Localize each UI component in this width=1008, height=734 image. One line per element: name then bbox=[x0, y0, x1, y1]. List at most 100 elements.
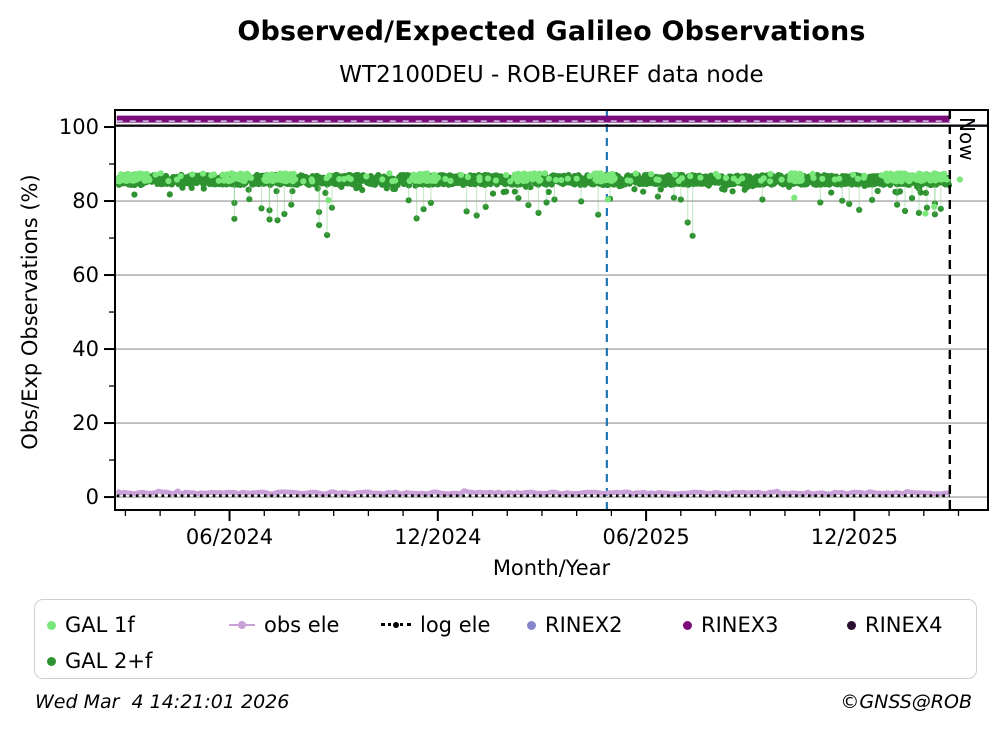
x-tick-label: 06/2024 bbox=[186, 525, 273, 549]
legend-item-log-ele: log ele bbox=[381, 612, 490, 638]
now-label: Now bbox=[955, 117, 979, 161]
data-point bbox=[878, 172, 885, 179]
data-point bbox=[828, 189, 835, 196]
data-point bbox=[529, 172, 536, 180]
data-point bbox=[463, 208, 470, 215]
data-point bbox=[931, 211, 939, 218]
data-point bbox=[920, 172, 927, 179]
data-point bbox=[888, 176, 895, 183]
data-point bbox=[231, 215, 238, 222]
data-point bbox=[336, 176, 343, 183]
data-point bbox=[901, 207, 909, 215]
data-point bbox=[189, 171, 196, 178]
data-point bbox=[246, 196, 253, 203]
data-point bbox=[210, 171, 217, 178]
y-tick-label: 40 bbox=[72, 337, 99, 361]
data-point bbox=[489, 190, 497, 197]
chart-subtitle: WT2100DEU - ROB-EUREF data node bbox=[339, 62, 764, 88]
data-point bbox=[535, 209, 542, 216]
data-point bbox=[525, 202, 532, 209]
data-point bbox=[447, 177, 454, 184]
data-point bbox=[631, 186, 638, 193]
data-point bbox=[537, 176, 544, 183]
data-point bbox=[898, 178, 905, 185]
data-point bbox=[523, 176, 530, 183]
gal-1f-points bbox=[115, 170, 964, 217]
data-point bbox=[442, 175, 449, 182]
data-point bbox=[264, 177, 271, 184]
data-point bbox=[600, 172, 607, 179]
data-point bbox=[200, 185, 207, 192]
data-point bbox=[289, 188, 296, 195]
data-point bbox=[541, 170, 549, 177]
data-point bbox=[787, 170, 794, 178]
data-point bbox=[941, 170, 948, 178]
data-point bbox=[166, 191, 173, 198]
data-point bbox=[507, 178, 514, 185]
data-point bbox=[905, 172, 912, 179]
data-point bbox=[247, 174, 255, 182]
data-point bbox=[931, 203, 938, 210]
data-point bbox=[564, 175, 571, 182]
data-point bbox=[422, 173, 429, 180]
data-point bbox=[473, 212, 480, 219]
data-point bbox=[917, 189, 924, 196]
data-point bbox=[405, 197, 412, 204]
x-tick-label: 12/2024 bbox=[394, 525, 481, 549]
data-point bbox=[648, 171, 655, 178]
data-point bbox=[300, 178, 307, 185]
data-point bbox=[809, 170, 816, 177]
chart-title: Observed/Expected Galileo Observations bbox=[237, 16, 866, 47]
data-point bbox=[684, 219, 691, 226]
data-point bbox=[729, 188, 736, 195]
data-point bbox=[558, 177, 565, 184]
legend-label-gal-1f: GAL 1f bbox=[65, 613, 135, 637]
data-point bbox=[854, 175, 862, 182]
data-point bbox=[817, 199, 824, 206]
data-point bbox=[836, 175, 843, 182]
data-point bbox=[632, 170, 639, 177]
data-point bbox=[527, 184, 534, 191]
data-point bbox=[347, 176, 354, 183]
data-point bbox=[326, 172, 333, 179]
data-point bbox=[894, 201, 901, 208]
data-point bbox=[819, 175, 826, 182]
data-point bbox=[922, 210, 929, 217]
data-point bbox=[604, 196, 612, 203]
data-point bbox=[314, 185, 321, 192]
data-point bbox=[274, 217, 281, 224]
data-point bbox=[288, 201, 295, 208]
data-point bbox=[141, 171, 148, 178]
data-point bbox=[573, 175, 580, 182]
legend-label-obs-ele: obs ele bbox=[264, 613, 340, 637]
gal-2f-marker-icon bbox=[47, 656, 56, 666]
data-point bbox=[215, 177, 222, 184]
data-point bbox=[482, 203, 489, 210]
y-tick-label: 0 bbox=[86, 485, 99, 509]
data-point bbox=[152, 171, 159, 178]
data-point bbox=[923, 204, 931, 211]
log-ele-dot-glyph bbox=[393, 622, 399, 628]
data-point bbox=[922, 189, 930, 196]
data-point bbox=[850, 171, 857, 178]
plot-area: Now 06/2024 12/2024 06/2025 12/2025 0 20 40 60 80… bbox=[59, 109, 989, 549]
x-axis-label: Month/Year bbox=[492, 556, 611, 580]
data-point bbox=[266, 216, 273, 223]
obs-ele-line bbox=[115, 488, 950, 497]
legend-item-rinex3: RINEX3 bbox=[683, 612, 779, 638]
data-point bbox=[502, 188, 510, 195]
legend-item-gal-1f: GAL 1f bbox=[47, 612, 135, 638]
data-point bbox=[606, 171, 613, 178]
data-point bbox=[545, 188, 552, 196]
legend-label-gal-2f: GAL 2+f bbox=[65, 649, 153, 673]
data-point bbox=[503, 172, 510, 179]
legend-label-rinex4: RINEX4 bbox=[865, 613, 943, 637]
data-point bbox=[458, 171, 465, 179]
data-point bbox=[595, 211, 602, 218]
copyright: ©GNSS@ROB bbox=[840, 691, 972, 713]
data-point bbox=[937, 205, 944, 212]
data-point bbox=[231, 199, 238, 206]
data-point bbox=[551, 196, 558, 203]
data-point bbox=[476, 177, 483, 184]
